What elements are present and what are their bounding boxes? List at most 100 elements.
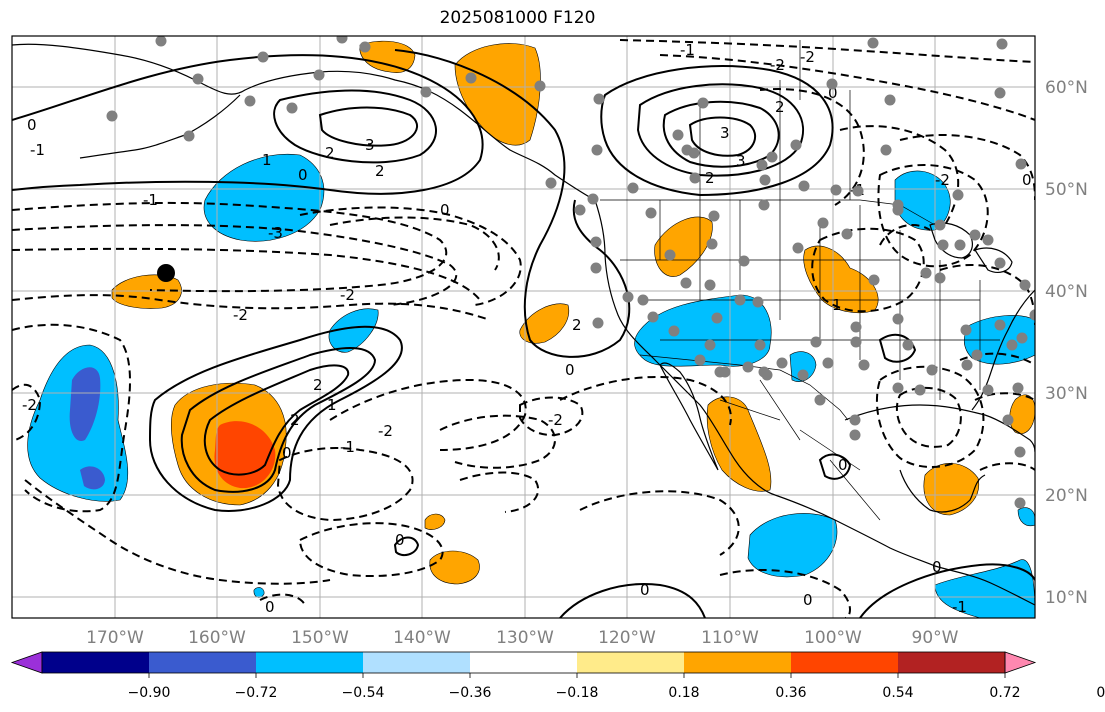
negative-contour: [12, 224, 458, 306]
negative-contour: [877, 163, 989, 268]
station-dot: [850, 336, 862, 348]
anomaly-shading: [27, 40, 1035, 618]
station-dot: [1012, 382, 1024, 394]
contour-label: 0: [803, 591, 813, 609]
contour-labels: 0 -1 1 0 2 2 3 -3 -1 0 -2 -2 -2 2 0 -2 2…: [22, 41, 1032, 616]
station-dot: [817, 217, 829, 229]
station-dot: [420, 86, 432, 98]
contour-label: -2: [935, 171, 950, 189]
yucatan-coastline: [899, 469, 986, 513]
station-dot: [359, 41, 371, 53]
positive-contour: [600, 65, 834, 197]
contour-label: 2: [325, 144, 335, 162]
negative-contour: [759, 88, 865, 206]
contours-dashed: [12, 39, 1035, 618]
negative-anomaly-patch: [328, 308, 379, 353]
contour-label: 3: [365, 136, 375, 154]
negative-contour: [259, 593, 306, 606]
negative-contour: [839, 125, 960, 226]
contour-label: 0: [838, 456, 848, 474]
station-dot: [106, 110, 118, 122]
negative-anomaly-patch: [789, 351, 817, 382]
station-dot: [738, 255, 750, 267]
station-dot: [672, 129, 684, 141]
station-dot: [926, 364, 938, 376]
station-dot: [852, 185, 864, 197]
negative-contour: [519, 396, 584, 437]
station-dot: [937, 239, 949, 251]
colorbar-min-extension: [10, 651, 43, 674]
longitude-label: 100°W: [804, 628, 862, 648]
contour-label: 0: [1022, 171, 1032, 189]
station-dot: [593, 93, 605, 105]
station-dot: [797, 369, 809, 381]
negative-contour: [979, 462, 1035, 471]
latitude-label: 50°N: [1045, 180, 1088, 200]
mexico-state-borders: [719, 379, 881, 521]
negative-contour: [299, 206, 522, 306]
colorbar-tick-labels: −0.90 −0.72 −0.54 −0.36 −0.18 0.18 0.36 0.54 0.7…: [128, 673, 1105, 701]
colorbar-tick-label: 0.72: [989, 685, 1020, 701]
station-dot: [892, 313, 904, 325]
colorbar-segment: [470, 652, 578, 673]
canada-province-borders: [699, 40, 851, 200]
map-frame: [11, 35, 1036, 619]
negative-contour: [439, 414, 556, 469]
station-dot: [1002, 414, 1014, 426]
positive-anomaly-patch: [111, 274, 182, 309]
station-dot: [934, 219, 946, 231]
positive-contour: [393, 536, 420, 557]
contour-label: 2: [705, 169, 715, 187]
station-dot: [645, 207, 657, 219]
colorbar-tick-label: −0.36: [449, 685, 492, 701]
contour-label: 3: [736, 152, 746, 170]
negative-contour: [959, 352, 1035, 366]
station-dot: [286, 102, 298, 114]
station-dot: [590, 236, 602, 248]
positive-contour: [818, 453, 852, 480]
negative-contour: [619, 39, 1035, 63]
positive-contour: [148, 325, 403, 512]
contour-label: 1: [327, 396, 337, 414]
positive-contour: [878, 333, 917, 363]
colorbar-tick-label: −0.72: [235, 685, 278, 701]
colorbar-tick-label: 0.90: [1096, 685, 1105, 701]
station-dot: [849, 429, 861, 441]
contour-label: 0: [640, 581, 650, 599]
station-dot: [892, 382, 904, 394]
colorbar-tick-label: 0.18: [668, 685, 699, 701]
station-dot: [752, 296, 764, 308]
station-dot: [708, 210, 720, 222]
contour-label: 0: [27, 116, 37, 134]
contour-label: 2: [375, 162, 385, 180]
longitude-label: 90°W: [912, 628, 959, 648]
colorbar-tick-label: −0.54: [342, 685, 385, 701]
station-dot: [969, 229, 981, 241]
us-east-coast: [971, 289, 1035, 411]
negative-contour: [459, 471, 540, 513]
station-dot: [934, 272, 946, 284]
station-dot: [590, 262, 602, 274]
station-dot: [336, 36, 348, 44]
station-dot: [719, 366, 731, 378]
negative-contour: [719, 569, 851, 618]
contour-label: 0: [828, 84, 838, 102]
station-dot: [192, 73, 204, 85]
colorbar-outline: [41, 651, 1006, 674]
alaska-coastline: [12, 43, 596, 201]
station-dot: [734, 294, 746, 306]
contour-label: -2: [770, 56, 785, 74]
positive-contour: [12, 54, 484, 195]
contour-label: 2: [290, 411, 300, 429]
colorbar: [10, 651, 1037, 674]
colorbar-max-extension: [1004, 651, 1037, 674]
strong-negative-anomaly-patch: [69, 367, 101, 441]
station-dot: [884, 94, 896, 106]
colorbar-segment: [42, 652, 150, 673]
alaska-peninsula-coastline: [79, 94, 241, 159]
station-dot: [982, 384, 994, 396]
contour-label: -1: [952, 598, 967, 616]
station-dot: [587, 193, 599, 205]
us-state-borders: [620, 200, 1000, 400]
contour-label: 2: [313, 376, 323, 394]
